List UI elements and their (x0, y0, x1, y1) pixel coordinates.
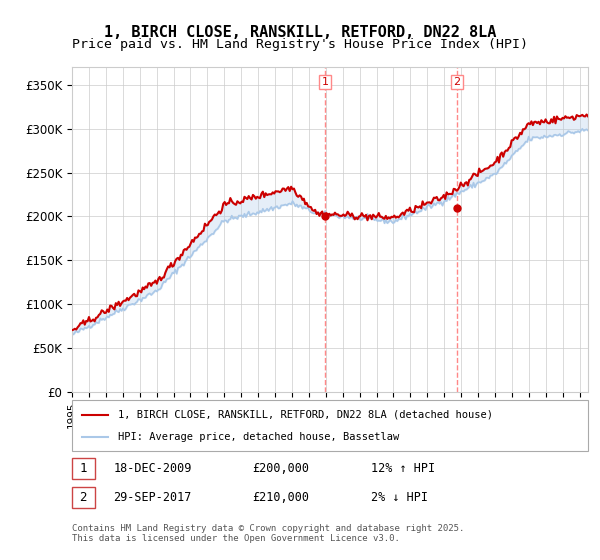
Text: 2% ↓ HPI: 2% ↓ HPI (371, 491, 428, 504)
Text: Price paid vs. HM Land Registry's House Price Index (HPI): Price paid vs. HM Land Registry's House … (72, 38, 528, 51)
FancyBboxPatch shape (72, 458, 95, 479)
Text: 29-SEP-2017: 29-SEP-2017 (113, 491, 191, 504)
Text: £200,000: £200,000 (253, 462, 310, 475)
Text: 18-DEC-2009: 18-DEC-2009 (113, 462, 191, 475)
Text: 2: 2 (453, 77, 460, 87)
FancyBboxPatch shape (72, 487, 95, 508)
FancyBboxPatch shape (72, 400, 588, 451)
Text: HPI: Average price, detached house, Bassetlaw: HPI: Average price, detached house, Bass… (118, 432, 400, 442)
Text: £210,000: £210,000 (253, 491, 310, 504)
Text: 1: 1 (80, 462, 87, 475)
Text: 1: 1 (322, 77, 329, 87)
Text: Contains HM Land Registry data © Crown copyright and database right 2025.
This d: Contains HM Land Registry data © Crown c… (72, 524, 464, 543)
Text: 1, BIRCH CLOSE, RANSKILL, RETFORD, DN22 8LA (detached house): 1, BIRCH CLOSE, RANSKILL, RETFORD, DN22 … (118, 409, 493, 419)
Text: 2: 2 (80, 491, 87, 504)
Text: 12% ↑ HPI: 12% ↑ HPI (371, 462, 436, 475)
Text: 1, BIRCH CLOSE, RANSKILL, RETFORD, DN22 8LA: 1, BIRCH CLOSE, RANSKILL, RETFORD, DN22 … (104, 25, 496, 40)
